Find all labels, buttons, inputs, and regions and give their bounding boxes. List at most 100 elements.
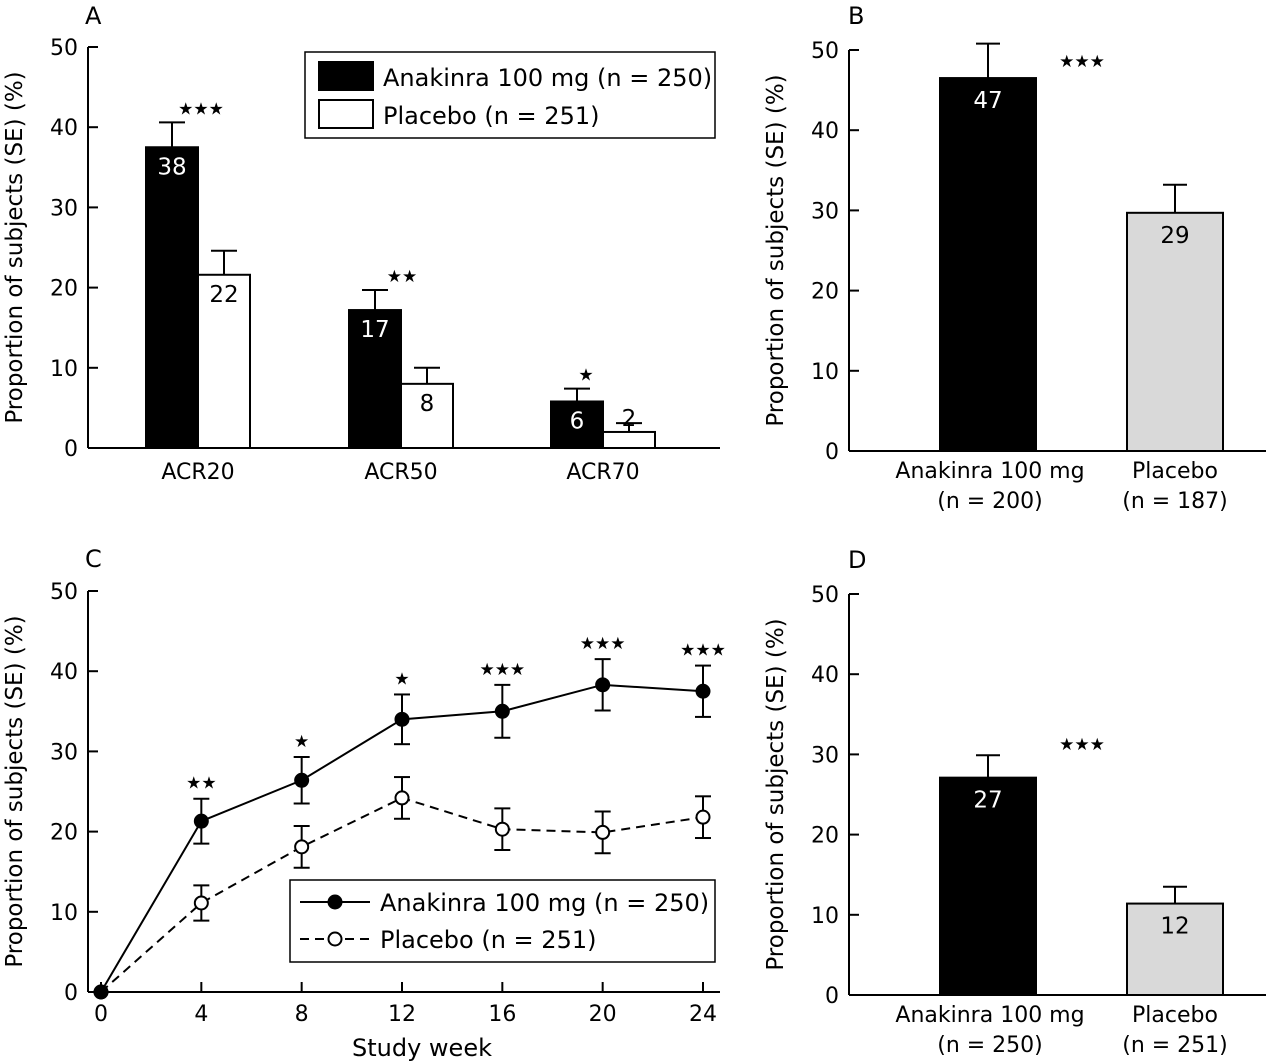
y-axis-title: Proportion of subjects (SE) (%)	[763, 618, 789, 970]
legend-marker	[327, 894, 343, 910]
placebo-bar	[1126, 902, 1224, 997]
placebo-point	[494, 821, 510, 837]
category-label: Anakinra 100 mg	[895, 1003, 1084, 1028]
significance-marker: ★	[394, 669, 409, 689]
anakinra-point	[394, 711, 410, 727]
anakinra-bar	[550, 400, 604, 450]
panel-label: D	[848, 546, 866, 574]
anakinra-bar	[939, 77, 1037, 452]
bar-value-label: 17	[360, 317, 389, 343]
y-tick-label: 10	[811, 360, 839, 385]
x-tick-label: 16	[488, 1002, 516, 1027]
category-label: (n = 187)	[1122, 489, 1228, 514]
placebo-point	[394, 790, 410, 806]
y-tick-label: 30	[811, 199, 839, 224]
anakinra-bar	[145, 146, 199, 449]
legend-swatch	[318, 61, 374, 91]
placebo-point	[193, 895, 209, 911]
panel-label: C	[85, 545, 102, 573]
x-axis-title: Study week	[352, 1034, 492, 1062]
significance-marker: ★★★	[178, 99, 224, 119]
category-label: ACR50	[364, 460, 437, 485]
y-tick-label: 10	[50, 357, 78, 382]
placebo-bar	[197, 273, 251, 449]
y-tick-label: 40	[811, 119, 839, 144]
category-label: (n = 200)	[937, 489, 1043, 514]
legend-label: Anakinra 100 mg (n = 250)	[383, 64, 712, 92]
panel-label: A	[85, 2, 102, 30]
significance-marker: ★★★	[680, 641, 726, 661]
placebo-bar	[602, 430, 656, 449]
legend-label: Placebo (n = 251)	[380, 926, 596, 954]
anakinra-point	[595, 677, 611, 693]
y-axis-title: Proportion of subjects (SE) (%)	[763, 74, 789, 426]
x-tick-label: 0	[94, 1002, 108, 1027]
significance-marker: ★★★	[479, 660, 525, 680]
placebo-bar	[400, 382, 454, 449]
category-label: Placebo	[1132, 1003, 1218, 1028]
anakinra-point	[294, 772, 310, 788]
anakinra-bar	[348, 309, 402, 449]
y-tick-label: 0	[825, 984, 839, 1009]
bar-value-label: 2	[622, 406, 637, 432]
significance-marker: ★	[578, 366, 593, 386]
y-tick-label: 20	[811, 824, 839, 849]
y-tick-label: 30	[811, 743, 839, 768]
legend-label: Anakinra 100 mg (n = 250)	[380, 889, 709, 917]
y-tick-label: 0	[64, 981, 78, 1006]
panel-c: 0 10 20 30 40 50 Proportion of subjects (SE) (…	[2, 545, 726, 1062]
y-tick-label: 20	[50, 821, 78, 846]
anakinra-point	[93, 984, 109, 1000]
significance-marker: ★★	[186, 774, 216, 794]
anakinra-point	[695, 683, 711, 699]
anakinra-bar	[939, 776, 1037, 997]
y-tick-label: 50	[811, 583, 839, 608]
category-label: ACR20	[161, 460, 234, 485]
placebo-point	[294, 839, 310, 855]
y-tick-label: 50	[50, 36, 78, 61]
bar-value-label: 38	[157, 154, 186, 180]
y-tick-label: 30	[50, 196, 78, 221]
legend-box	[289, 879, 716, 963]
y-tick-label: 30	[50, 740, 78, 765]
y-tick-label: 50	[811, 39, 839, 64]
bar-value-label: 8	[420, 391, 435, 417]
bar-value-label: 27	[973, 788, 1002, 814]
category-label: Placebo	[1132, 459, 1218, 484]
bar-value-label: 22	[209, 282, 238, 308]
y-tick-label: 10	[50, 901, 78, 926]
legend-swatch	[318, 99, 374, 129]
placebo-point	[695, 809, 711, 825]
bar-value-label: 47	[973, 88, 1002, 114]
y-tick-label: 40	[811, 663, 839, 688]
bar-value-label: 29	[1160, 223, 1189, 249]
category-label: ACR70	[566, 460, 639, 485]
y-tick-label: 20	[50, 277, 78, 302]
significance-marker: ★★★	[580, 634, 626, 654]
y-tick-label: 40	[50, 660, 78, 685]
y-tick-label: 0	[825, 440, 839, 465]
panel-b: 0 10 20 30 40 50 Proportion of subjects (SE) (…	[763, 2, 1266, 514]
y-tick-label: 40	[50, 116, 78, 141]
legend-label: Placebo (n = 251)	[383, 102, 599, 130]
placebo-point	[595, 824, 611, 840]
bar-value-label: 6	[570, 408, 585, 434]
y-axis-title: Proportion of subjects (SE) (%)	[2, 71, 28, 423]
y-tick-label: 0	[64, 437, 78, 462]
legend-marker	[327, 931, 343, 947]
x-tick-label: 12	[388, 1002, 416, 1027]
y-axis-title: Proportion of subjects (SE) (%)	[2, 615, 28, 967]
bar-value-label: 12	[1160, 914, 1189, 940]
x-tick-label: 20	[589, 1002, 617, 1027]
significance-marker: ★★★	[1059, 52, 1105, 72]
panel-d: 0 10 20 30 40 50 Proportion of subjects (SE) (…	[763, 546, 1266, 1058]
x-tick-label: 8	[295, 1002, 309, 1027]
significance-marker: ★	[294, 732, 309, 752]
significance-marker: ★★	[387, 267, 417, 287]
anakinra-point	[494, 703, 510, 719]
placebo-bar	[1126, 211, 1224, 452]
significance-marker: ★★★	[1059, 735, 1105, 755]
y-tick-label: 50	[50, 580, 78, 605]
panel-label: B	[848, 2, 864, 30]
y-tick-label: 20	[811, 280, 839, 305]
